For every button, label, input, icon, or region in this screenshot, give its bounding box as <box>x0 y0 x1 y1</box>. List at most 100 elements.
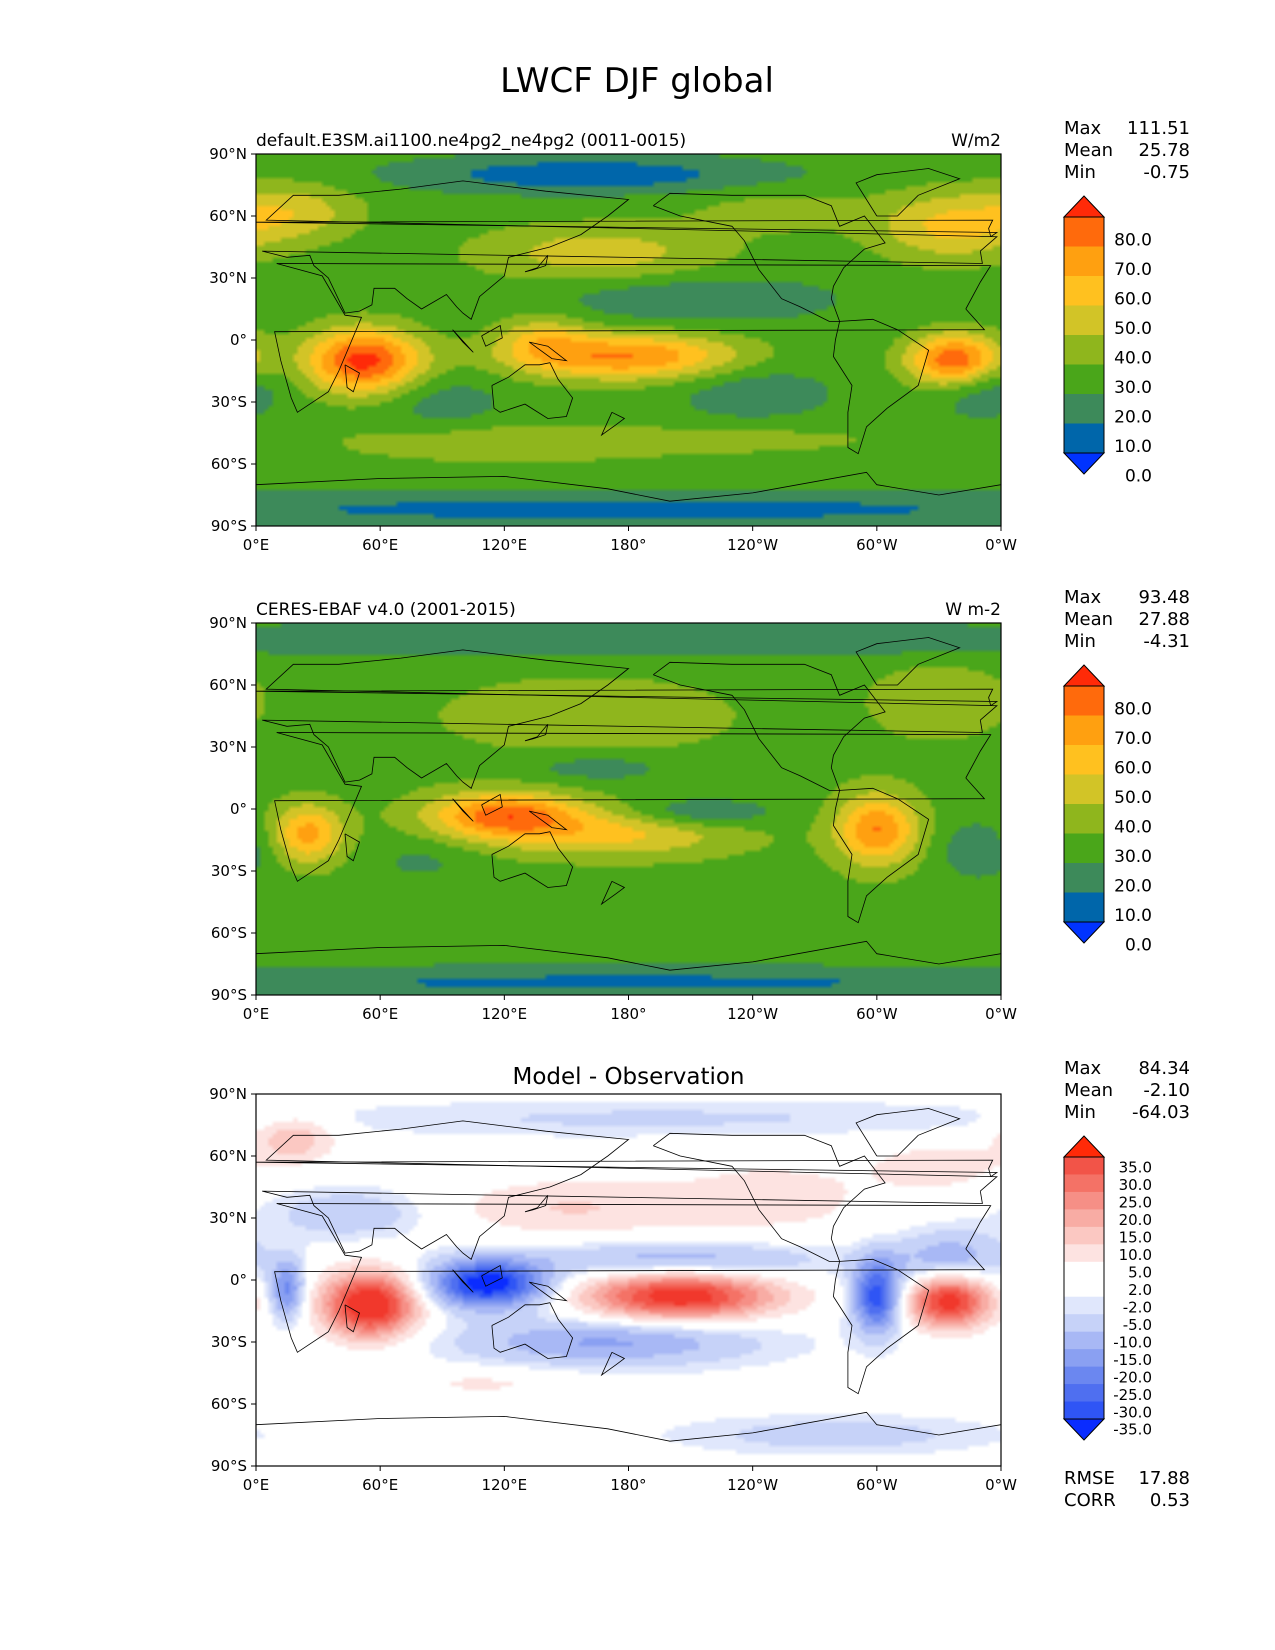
stat-label: Max <box>1064 1058 1102 1079</box>
y-tick-label: 30°S <box>211 862 247 880</box>
colorbar-tick-label: 2.0 <box>1128 1281 1152 1299</box>
colorbar-tick-label: -20.0 <box>1113 1368 1152 1386</box>
x-tick-label: 60°W <box>856 1476 898 1494</box>
y-tick-label: 90°S <box>211 517 247 535</box>
y-tick-label: 60°N <box>209 676 247 694</box>
y-tick-label: 30°N <box>209 269 247 287</box>
x-tick-label: 60°E <box>362 1005 398 1023</box>
y-axis: 90°N 60°N 30°N 0° 30°S 60°S 90°S <box>209 1085 256 1475</box>
colorbar-tick-label: 20.0 <box>1114 876 1152 896</box>
colorbar-swatch <box>1064 892 1104 923</box>
x-tick-label: 60°E <box>362 1476 398 1494</box>
colorbar-tick-label: 10.0 <box>1114 437 1152 457</box>
colorbar-extend-min <box>1062 1418 1106 1441</box>
x-axis: 0°E 60°E 120°E 180° 120°W 60°W 0°W <box>243 995 1017 1023</box>
colorbar-swatch <box>1064 1226 1104 1245</box>
y-tick-label: 60°S <box>211 455 247 473</box>
y-axis: 90°N 60°N 30°N 0° 30°S 60°S 90°S <box>209 614 256 1004</box>
y-tick-label: 30°S <box>211 393 247 411</box>
panels: default.E3SM.ai1100.ne4pg2_ne4pg2 (0011-… <box>209 118 1190 1511</box>
colorbar-tick-label: -5.0 <box>1123 1316 1152 1334</box>
colorbar-swatch <box>1064 1401 1104 1420</box>
coastlines <box>256 637 1001 995</box>
colorbar-swatch <box>1064 1296 1104 1315</box>
stat-label: Mean <box>1064 1080 1113 1101</box>
colorbar-tick-label: 0.0 <box>1125 935 1152 955</box>
stat-value: -64.03 <box>1132 1102 1190 1123</box>
stat-label: Min <box>1064 631 1096 652</box>
y-tick-label: 60°S <box>211 924 247 942</box>
extra-stat-label: CORR <box>1064 1490 1116 1511</box>
field-contours <box>256 1094 1001 1466</box>
colorbar-swatch <box>1064 1174 1104 1193</box>
stat-value: 111.51 <box>1127 118 1190 139</box>
stat-value: 25.78 <box>1138 140 1190 161</box>
y-tick-label: 0° <box>230 1271 247 1289</box>
colorbar-extend-max <box>1062 195 1106 218</box>
colorbar-tick-label: 5.0 <box>1128 1264 1152 1282</box>
x-tick-label: 0°E <box>243 1476 270 1494</box>
x-tick-label: 60°W <box>856 536 898 554</box>
colorbar-tick-label: 25.0 <box>1119 1194 1152 1212</box>
colorbar-swatch <box>1064 863 1104 893</box>
x-tick-label: 180° <box>610 1476 646 1494</box>
colorbar-extend-min <box>1062 452 1106 475</box>
colorbar-extend-max <box>1062 664 1106 687</box>
stat-value: -4.31 <box>1143 631 1190 652</box>
colorbar-tick-label: 30.0 <box>1119 1176 1152 1194</box>
colorbar-tick-label: -30.0 <box>1113 1403 1152 1421</box>
colorbar-swatch <box>1064 1314 1104 1333</box>
colorbar-extend-max <box>1062 1135 1106 1158</box>
colorbar-swatch <box>1064 745 1104 775</box>
y-tick-label: 90°N <box>209 145 247 163</box>
y-tick-label: 90°S <box>211 986 247 1004</box>
colorbar-swatch <box>1064 423 1104 454</box>
stat-label: Min <box>1064 1102 1096 1123</box>
stat-label: Mean <box>1064 609 1113 630</box>
colorbar-tick-label: 70.0 <box>1114 729 1152 749</box>
colorbar: 80.0 70.0 60.0 50.0 40.0 30.0 20.0 10.0 0.0 <box>1062 195 1152 486</box>
colorbar-swatch <box>1064 1244 1104 1263</box>
colorbar-tick-label: 40.0 <box>1114 348 1152 368</box>
x-tick-label: 0°W <box>985 1005 1017 1023</box>
x-tick-label: 60°E <box>362 536 398 554</box>
colorbar-swatch <box>1064 833 1104 864</box>
x-tick-label: 0°W <box>985 1476 1017 1494</box>
colorbar-swatch <box>1064 1349 1104 1368</box>
stat-label: Max <box>1064 587 1102 608</box>
x-tick-label: 120°E <box>482 1005 528 1023</box>
field-contours <box>256 154 1001 526</box>
colorbar-tick-label: -35.0 <box>1113 1421 1152 1439</box>
figure-title: LWCF DJF global <box>500 61 774 101</box>
colorbar-tick-label: -15.0 <box>1113 1351 1152 1369</box>
field-contours <box>256 623 1001 995</box>
colorbar-tick-label: 20.0 <box>1114 407 1152 427</box>
x-axis: 0°E 60°E 120°E 180° 120°W 60°W 0°W <box>243 526 1017 554</box>
panel-subtitle-left: CERES-EBAF v4.0 (2001-2015) <box>256 600 516 620</box>
colorbar-swatch <box>1064 217 1104 247</box>
colorbar-swatch <box>1064 1157 1104 1175</box>
colorbar-swatch <box>1064 774 1104 805</box>
colorbar-tick-label: 20.0 <box>1119 1211 1152 1229</box>
colorbar-tick-label: 80.0 <box>1114 230 1152 250</box>
colorbar-tick-label: 10.0 <box>1119 1246 1152 1264</box>
stats-block: Max 84.34 Mean -2.10 Min -64.03 <box>1064 1058 1190 1123</box>
colorbar-swatch <box>1064 364 1104 395</box>
colorbar-tick-label: 40.0 <box>1114 817 1152 837</box>
stat-value: -2.10 <box>1143 1080 1190 1101</box>
colorbar-swatch <box>1064 686 1104 716</box>
x-tick-label: 180° <box>610 1005 646 1023</box>
colorbar-swatch <box>1064 715 1104 746</box>
colorbar-swatch <box>1064 305 1104 336</box>
x-tick-label: 120°E <box>482 536 528 554</box>
colorbar-swatch <box>1064 276 1104 306</box>
y-tick-label: 0° <box>230 331 247 349</box>
colorbar-tick-label: 60.0 <box>1114 289 1152 309</box>
colorbar-tick-label: -10.0 <box>1113 1333 1152 1351</box>
colorbar-tick-label: 50.0 <box>1114 788 1152 808</box>
colorbar-swatch <box>1064 1384 1104 1403</box>
y-tick-label: 90°N <box>209 614 247 632</box>
extra-stat-value: 0.53 <box>1150 1490 1190 1511</box>
coastlines <box>256 1108 1001 1466</box>
